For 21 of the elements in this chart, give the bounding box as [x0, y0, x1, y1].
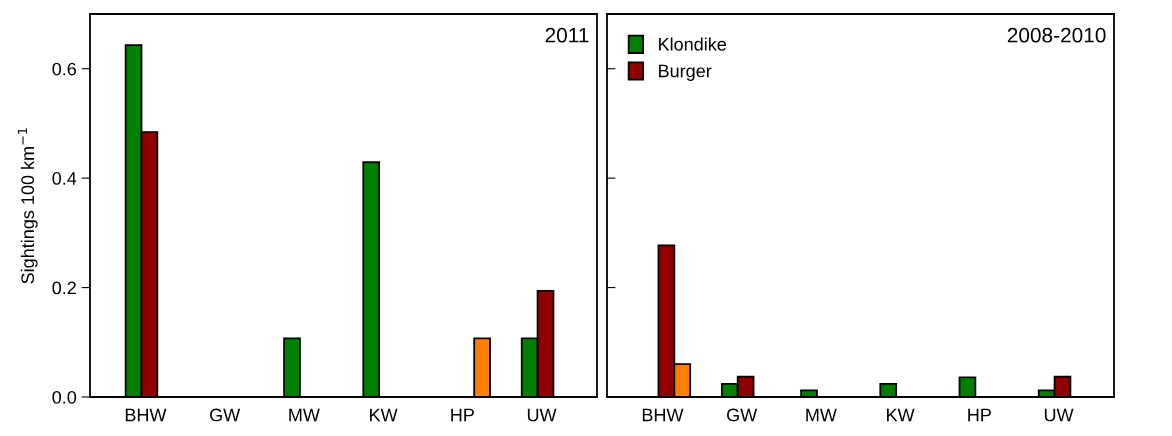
x-tick-label: KW: [887, 408, 915, 422]
x-tick-label: MW: [289, 408, 320, 422]
y-tick-label: 0.0: [52, 390, 77, 404]
x-tick-label: MW: [806, 408, 837, 422]
x-tick-label: GW: [727, 408, 758, 422]
annotation: 2011: [545, 27, 589, 43]
x-tick-label: KW: [370, 408, 398, 422]
y-tick-label: 0.6: [52, 62, 77, 76]
x-tick-label: HP: [968, 408, 991, 422]
x-tick-label: BHW: [642, 408, 684, 422]
y-axis-title: Sightings 100 km$^{−1}$: [17, 128, 38, 284]
legend-label: Burger: [659, 64, 712, 81]
annotation: 2008-2010: [1007, 27, 1106, 43]
x-tick-label: HP: [451, 408, 474, 422]
x-tick-label: UW: [527, 408, 557, 422]
x-tick-label: BHW: [125, 408, 167, 422]
legend-label: Klondike: [659, 37, 727, 51]
x-tick-label: GW: [210, 408, 241, 422]
y-tick-label: 0.2: [52, 281, 76, 295]
x-tick-label: UW: [1044, 408, 1074, 422]
y-tick-label: 0.4: [52, 172, 77, 185]
